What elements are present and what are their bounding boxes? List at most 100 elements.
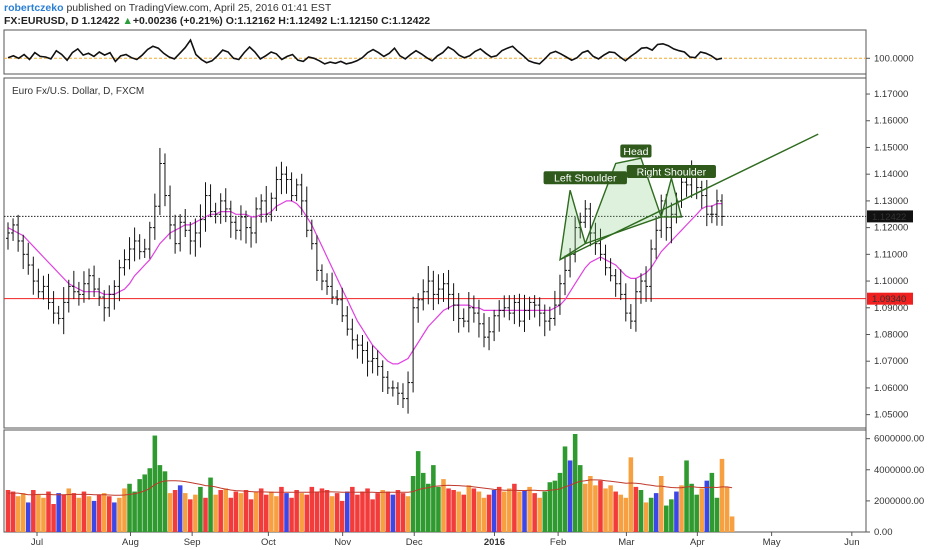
- volume-bar: [117, 497, 122, 532]
- price-bar: [492, 309, 497, 342]
- last-price-tag: [867, 210, 913, 223]
- high-label: H:: [278, 15, 290, 27]
- volume-bar: [588, 476, 593, 532]
- volume-bar: [25, 502, 31, 532]
- volume-bar: [669, 499, 674, 532]
- volume-bar: [461, 494, 467, 532]
- price-bar: [365, 341, 370, 377]
- open-value: 1.12162: [237, 15, 276, 27]
- volume-tick-label: 4000000.00: [874, 465, 924, 476]
- symbol-label[interactable]: FX:EURUSD, D: [4, 15, 79, 27]
- volume-bar: [269, 491, 274, 532]
- price-bar: [512, 294, 517, 325]
- price-bar: [557, 274, 562, 315]
- volume-bar: [643, 502, 649, 532]
- volume-bar: [112, 502, 117, 532]
- price-bar: [395, 382, 400, 406]
- price-bar: [183, 208, 188, 238]
- volume-bar: [709, 472, 715, 532]
- chart-header: robertczeko published on TradingView.com…: [0, 0, 932, 28]
- price-bar: [451, 283, 456, 322]
- oscillator-tick-label: 100.0000: [874, 53, 914, 64]
- volume-bar: [238, 493, 244, 532]
- last-price-label: 1.12422: [872, 212, 906, 223]
- volume-bar: [46, 491, 51, 532]
- price-bar: [623, 283, 628, 322]
- time-tick-label: Oct: [261, 537, 276, 548]
- price-bar: [76, 281, 81, 306]
- time-tick-label: Dec: [406, 537, 423, 548]
- volume-bar: [466, 485, 472, 532]
- price-bar: [340, 287, 345, 323]
- volume-bar: [491, 490, 497, 532]
- volume-bar: [603, 488, 608, 532]
- price-bar: [720, 194, 724, 226]
- open-label: O:: [225, 15, 238, 27]
- price-bar: [259, 194, 264, 223]
- volume-bar: [436, 486, 441, 532]
- price-bar: [385, 371, 390, 394]
- volume-bar: [350, 486, 355, 532]
- price-bar: [299, 173, 304, 216]
- volume-bar: [704, 480, 710, 532]
- volume-bar: [76, 497, 82, 532]
- price-bar: [330, 272, 335, 304]
- volume-bar: [344, 491, 350, 532]
- volume-bar: [547, 482, 553, 532]
- oscillator-frame: [3, 29, 867, 75]
- change-value: +0.00236 (+0.21%): [132, 15, 223, 27]
- volume-bar: [729, 516, 735, 532]
- time-tick-label: Mar: [618, 537, 634, 548]
- volume-bar: [132, 491, 137, 532]
- price-bar: [588, 202, 593, 247]
- volume-bar: [405, 496, 411, 532]
- price-tick-label: 1.07000: [874, 356, 908, 367]
- price-tick-label: 1.17000: [874, 89, 908, 100]
- price-bar: [441, 273, 446, 302]
- volume-bar: [20, 493, 26, 532]
- price-bar: [188, 222, 193, 255]
- volume-bar: [172, 490, 178, 532]
- volume-bar: [658, 476, 664, 532]
- volume-bar: [385, 491, 391, 532]
- volume-ma-line: [8, 479, 733, 496]
- price-bar: [244, 210, 248, 244]
- volume-bar: [314, 491, 320, 532]
- price-bar: [304, 186, 309, 238]
- price-panel: Euro Fx/U.S. Dollar, D, FXCM Left Shoulde…: [4, 86, 866, 414]
- price-bar: [162, 153, 167, 207]
- volume-bar: [203, 497, 208, 532]
- price-bar: [431, 270, 436, 311]
- volume-bar: [5, 490, 11, 532]
- time-tick-label: Nov: [334, 537, 351, 548]
- volume-bar: [36, 494, 41, 532]
- price-bar: [482, 313, 486, 348]
- price-bar: [11, 218, 16, 241]
- published-text: published on TradingView.com, April 25, …: [63, 2, 332, 14]
- volume-bar: [633, 486, 639, 532]
- price-bar: [127, 237, 132, 270]
- oscillator-line: [7, 38, 723, 65]
- volume-bar: [380, 490, 386, 532]
- volume-bar: [96, 494, 102, 532]
- volume-bar: [10, 491, 16, 532]
- volume-bar: [512, 483, 517, 532]
- price-bar: [36, 268, 41, 298]
- price-bar: [598, 228, 603, 261]
- volume-tick-label: 2000000.00: [874, 496, 924, 507]
- pattern-annotation: Left Shoulder: [543, 171, 627, 185]
- volume-bar: [365, 488, 370, 532]
- price-bar: [198, 204, 203, 248]
- volume-bar: [537, 497, 542, 532]
- author-link[interactable]: robertczeko: [4, 2, 64, 14]
- volume-bar: [147, 468, 153, 532]
- price-frame: [3, 77, 867, 429]
- price-bar: [97, 277, 102, 306]
- volume-bar: [431, 465, 436, 532]
- time-tick-label: Jul: [31, 537, 43, 548]
- price-bar: [350, 318, 355, 350]
- high-value: 1.12492: [289, 15, 328, 27]
- price-bar: [471, 295, 476, 323]
- volume-bar: [664, 505, 669, 532]
